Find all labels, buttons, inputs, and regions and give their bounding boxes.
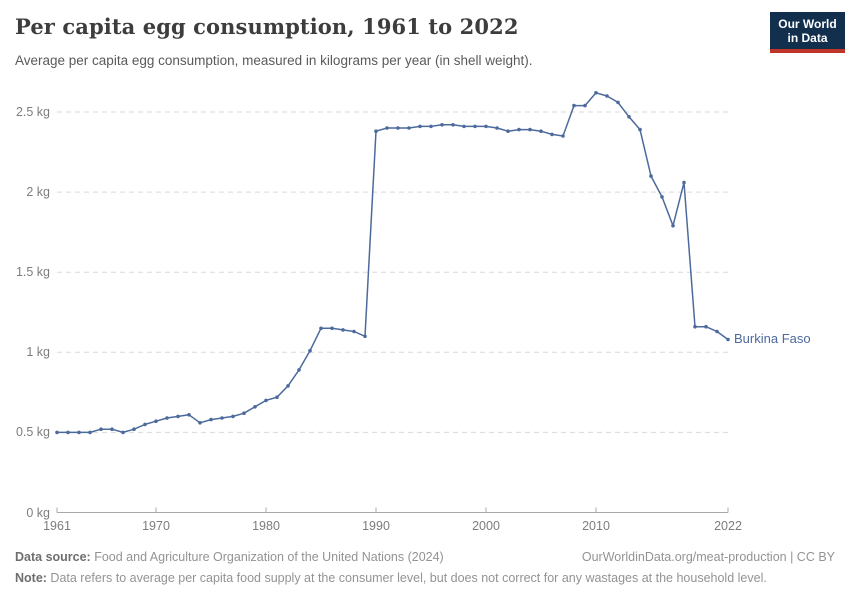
data-source-line: Data source: Food and Agriculture Organi… — [15, 547, 444, 568]
line-series-burkina-faso[interactable] — [55, 91, 730, 435]
series-label-burkina-faso[interactable]: Burkina Faso — [734, 331, 811, 347]
x-axis-label: 2022 — [714, 519, 742, 533]
x-axis-label: 1980 — [252, 519, 280, 533]
x-axis-label: 1961 — [43, 519, 71, 533]
owid-logo-line2: in Data — [787, 31, 828, 45]
x-axis-label: 2010 — [582, 519, 610, 533]
plot-area — [55, 91, 730, 513]
owid-logo[interactable]: Our World in Data — [770, 12, 845, 53]
note-text: Data refers to average per capita food s… — [46, 571, 767, 585]
x-axis-label: 2000 — [472, 519, 500, 533]
x-axis-label: 1970 — [142, 519, 170, 533]
data-source-label: Data source: — [15, 550, 91, 564]
note-label: Note: — [15, 571, 47, 585]
x-axis-label: 1990 — [362, 519, 390, 533]
y-axis-label: 2 kg — [26, 185, 50, 200]
y-axis-label: 2.5 kg — [15, 105, 50, 119]
chart-subtitle: Average per capita egg consumption, meas… — [15, 53, 533, 68]
data-source-text: Food and Agriculture Organization of the… — [90, 550, 444, 564]
owid-logo-line1: Our World — [778, 17, 837, 31]
note-line: Note: Data refers to average per capita … — [15, 571, 767, 585]
gridlines — [57, 111, 728, 433]
page-title: Per capita egg consumption, 1961 to 2022 — [15, 14, 519, 39]
y-axis-label: 1 kg — [26, 345, 50, 360]
credit-link[interactable]: OurWorldinData.org/meat-production | CC … — [581, 550, 835, 564]
x-axis — [56, 507, 729, 513]
chart-footer: Data source: Food and Agriculture Organi… — [15, 547, 835, 589]
y-axis-label: 0.5 kg — [15, 425, 50, 440]
y-axis-label: 0 kg — [26, 505, 50, 520]
y-axis-label: 1.5 kg — [15, 265, 50, 280]
